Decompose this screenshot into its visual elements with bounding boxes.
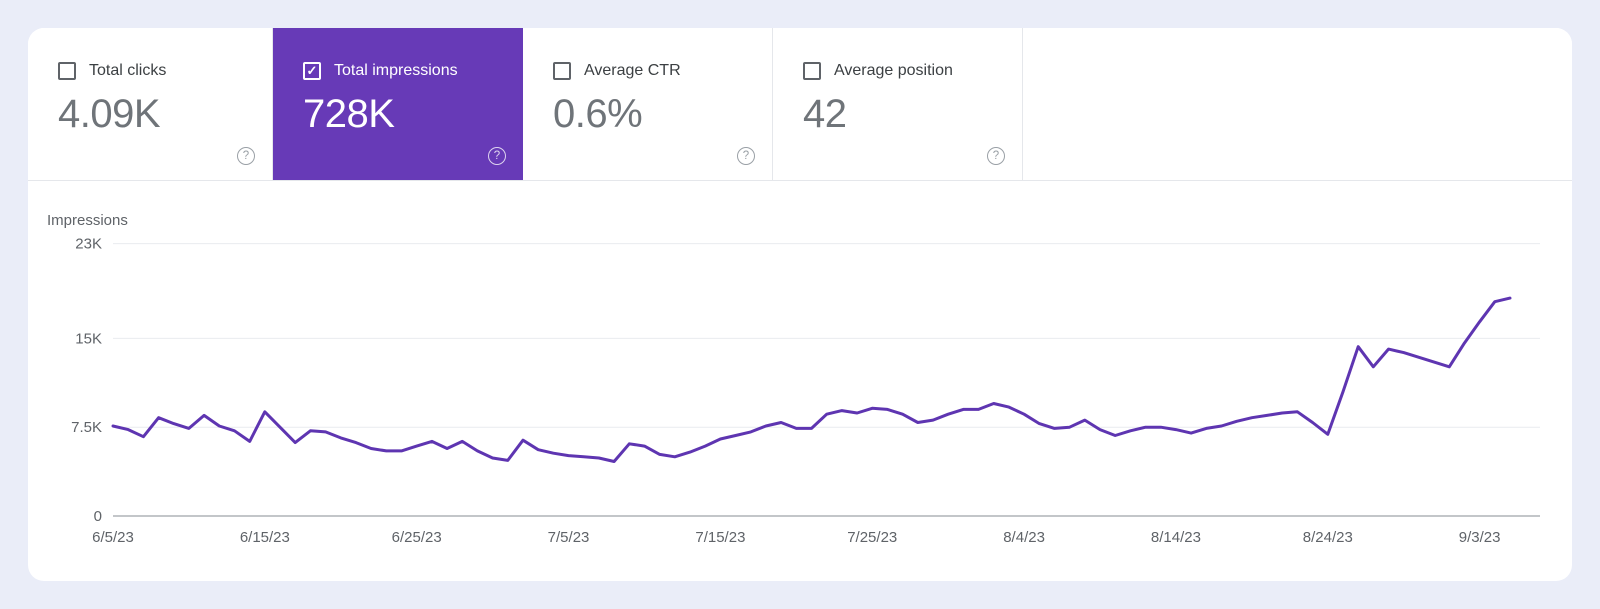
average-position-checkbox[interactable] xyxy=(803,62,821,80)
x-tick-label: 9/3/23 xyxy=(1459,529,1501,546)
x-tick-label: 6/25/23 xyxy=(392,529,442,546)
total-clicks-checkbox[interactable] xyxy=(58,62,76,80)
metric-head: Total clicks xyxy=(58,62,272,80)
metric-card-average-ctr[interactable]: Average CTR 0.6% ? xyxy=(523,28,773,180)
chart-y-axis-title: Impressions xyxy=(47,212,128,229)
help-icon[interactable]: ? xyxy=(987,147,1005,165)
metric-value: 4.09K xyxy=(58,92,161,136)
metric-value: 728K xyxy=(303,92,395,136)
x-tick-label: 8/24/23 xyxy=(1303,529,1353,546)
x-tick-label: 7/5/23 xyxy=(548,529,590,546)
metric-label: Average CTR xyxy=(584,62,681,79)
metric-head: ✓ Total impressions xyxy=(303,62,523,80)
metric-card-total-impressions[interactable]: ✓ Total impressions 728K ? xyxy=(273,28,523,180)
impressions-series-line[interactable] xyxy=(111,296,1512,463)
help-icon[interactable]: ? xyxy=(737,147,755,165)
metric-card-total-clicks[interactable]: Total clicks 4.09K ? xyxy=(28,28,273,180)
metric-label: Total impressions xyxy=(334,62,458,79)
y-tick-label: 0 xyxy=(94,508,102,525)
metric-label: Total clicks xyxy=(89,62,167,79)
metric-head: Average position xyxy=(803,62,1022,80)
x-tick-label: 6/15/23 xyxy=(240,529,290,546)
y-tick-label: 7.5K xyxy=(71,419,102,436)
total-impressions-checkbox-checked-icon[interactable]: ✓ xyxy=(303,62,321,80)
metric-card-average-position[interactable]: Average position 42 ? xyxy=(773,28,1023,180)
metrics-row: Total clicks 4.09K ? ✓ Total impressions… xyxy=(28,28,1572,181)
performance-panel: Total clicks 4.09K ? ✓ Total impressions… xyxy=(28,28,1572,581)
metrics-row-filler xyxy=(1023,28,1572,180)
metric-head: Average CTR xyxy=(553,62,772,80)
y-tick-label: 23K xyxy=(75,236,102,253)
x-tick-label: 8/4/23 xyxy=(1003,529,1045,546)
impressions-line-chart[interactable]: 0 7.5K 15K 23K 6/5/23 6/15/23 6/25/23 7/5/23 7/1… xyxy=(28,180,1572,581)
metric-label: Average position xyxy=(834,62,953,79)
average-ctr-checkbox[interactable] xyxy=(553,62,571,80)
help-icon[interactable]: ? xyxy=(237,147,255,165)
x-tick-label: 7/25/23 xyxy=(847,529,897,546)
x-tick-label: 6/5/23 xyxy=(92,529,134,546)
x-tick-label: 8/14/23 xyxy=(1151,529,1201,546)
x-tick-label: 7/15/23 xyxy=(695,529,745,546)
metric-value: 0.6% xyxy=(553,92,643,136)
metric-value: 42 xyxy=(803,92,847,136)
y-tick-label: 15K xyxy=(75,330,102,347)
help-icon[interactable]: ? xyxy=(488,147,506,165)
